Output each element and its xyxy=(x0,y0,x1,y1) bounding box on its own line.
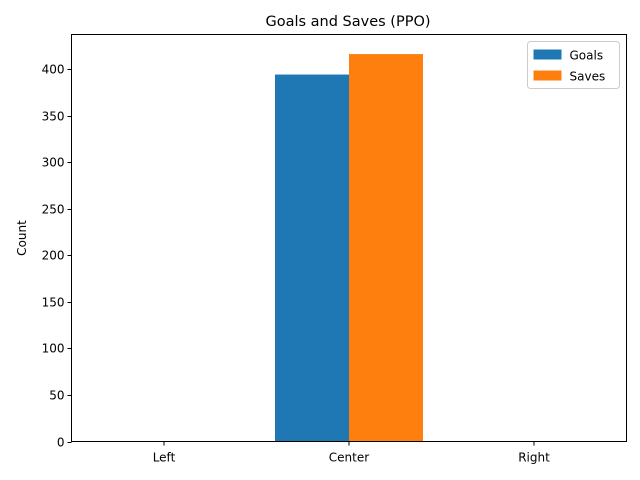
x-tick-label: Right xyxy=(518,451,550,465)
legend-label-goals: Goals xyxy=(570,49,604,63)
x-tick-label: Center xyxy=(329,451,369,465)
x-axis: Left Center Right xyxy=(153,441,550,465)
y-tick-label: 100 xyxy=(42,342,65,356)
legend-label-saves: Saves xyxy=(570,70,606,84)
x-tick-label: Left xyxy=(153,451,176,465)
y-tick-label: 200 xyxy=(42,249,65,263)
y-tick-label: 400 xyxy=(42,63,65,77)
y-tick-label: 0 xyxy=(57,436,65,450)
legend-swatch-saves xyxy=(533,70,562,81)
legend-swatch-goals xyxy=(533,49,562,60)
y-tick-label: 300 xyxy=(42,156,65,170)
y-axis: 0 50 100 150 200 250 300 350 400 xyxy=(42,63,72,450)
plot-frame xyxy=(71,34,627,442)
y-axis-label: Count xyxy=(15,220,29,256)
bar-goals-center xyxy=(275,74,349,442)
y-tick-label: 150 xyxy=(42,296,65,310)
y-tick-label: 350 xyxy=(42,110,65,124)
y-tick-label: 50 xyxy=(49,389,64,403)
bar-saves-center xyxy=(349,54,423,442)
bars-layer xyxy=(275,54,423,442)
legend: Goals Saves xyxy=(527,41,620,89)
chart-title: Goals and Saves (PPO) xyxy=(265,14,430,30)
y-tick-label: 250 xyxy=(42,203,65,217)
